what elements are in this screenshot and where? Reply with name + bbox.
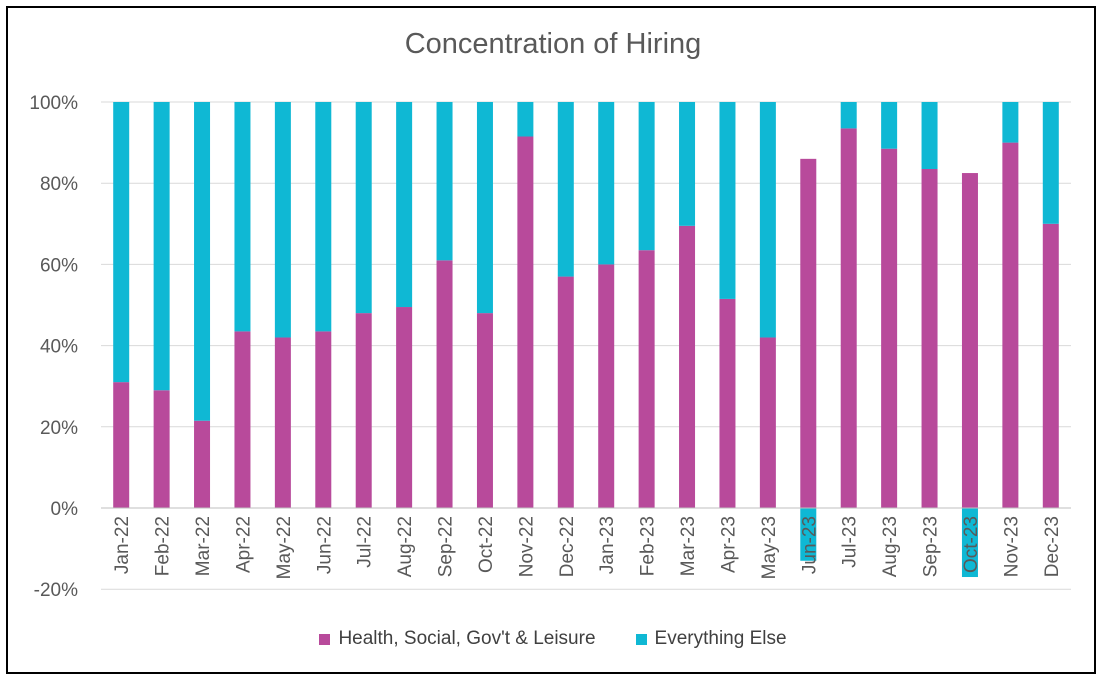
bar-health xyxy=(598,264,615,508)
y-tick-label: -20% xyxy=(34,580,78,601)
x-tick-label: Oct-22 xyxy=(476,516,497,573)
bar-health xyxy=(961,173,978,509)
bar-everything-else xyxy=(961,508,978,578)
legend-item-everything-else: Everything Else xyxy=(635,628,787,650)
y-tick-label: 60% xyxy=(40,255,78,276)
x-axis-ticks: Jan-22 Feb-22 Mar-22 Apr-22 May-22 Jun-22 Jul-… xyxy=(112,516,1063,579)
everything-else-negative-bars xyxy=(800,508,978,578)
x-tick-label: Jan-22 xyxy=(112,516,133,574)
bar-everything-else xyxy=(921,102,938,169)
bar-health xyxy=(759,337,776,508)
x-tick-label: Sep-23 xyxy=(921,516,942,577)
bar-health xyxy=(153,390,170,508)
x-tick-label: Oct-23 xyxy=(961,516,982,573)
bar-health xyxy=(396,307,413,508)
bar-everything-else xyxy=(315,102,332,332)
y-tick-label: 20% xyxy=(40,418,78,439)
x-tick-label: Nov-22 xyxy=(516,516,537,577)
bar-health xyxy=(719,298,736,508)
x-tick-label: Feb-22 xyxy=(153,516,174,576)
x-tick-label: Nov-23 xyxy=(1001,516,1022,577)
x-tick-label: Jun-23 xyxy=(799,516,820,574)
bar-health xyxy=(234,331,251,508)
legend-swatch-everything-else xyxy=(635,633,647,645)
x-tick-label: May-23 xyxy=(759,516,780,579)
x-tick-label: Dec-23 xyxy=(1042,516,1063,577)
x-tick-label: Jul-22 xyxy=(355,516,376,568)
bar-everything-else xyxy=(840,102,857,129)
bar-health xyxy=(679,225,696,508)
bar-everything-else xyxy=(759,102,776,338)
bar-health xyxy=(315,331,332,508)
x-tick-label: Jun-22 xyxy=(314,516,335,574)
y-tick-label: 80% xyxy=(40,174,78,195)
bar-health xyxy=(1042,223,1059,509)
x-tick-label: Jul-23 xyxy=(840,516,861,568)
legend-swatch-health xyxy=(319,633,331,645)
legend: Health, Social, Gov't & Leisure Everythi… xyxy=(0,628,1106,650)
bar-everything-else xyxy=(436,102,453,261)
bar-everything-else xyxy=(1002,102,1019,143)
bar-everything-else xyxy=(881,102,898,149)
bar-everything-else xyxy=(517,102,534,137)
bar-health xyxy=(274,337,291,508)
chart-frame xyxy=(6,6,1096,674)
bar-health xyxy=(1002,142,1019,508)
bar-everything-else xyxy=(598,102,615,265)
legend-label-everything-else: Everything Else xyxy=(654,628,787,649)
bar-everything-else xyxy=(355,102,372,314)
x-tick-label: Jan-23 xyxy=(597,516,618,574)
y-tick-label: 100% xyxy=(29,93,78,114)
bar-everything-else xyxy=(234,102,251,332)
bar-everything-else xyxy=(800,508,817,561)
bar-group xyxy=(101,102,1071,509)
bar-everything-else xyxy=(194,102,211,421)
x-tick-label: Aug-22 xyxy=(395,516,416,577)
bar-everything-else xyxy=(638,102,655,251)
bar-health xyxy=(557,276,574,508)
bar-everything-else xyxy=(113,102,130,383)
bar-everything-else xyxy=(719,102,736,299)
bar-health xyxy=(113,382,130,508)
bar-health xyxy=(638,250,655,508)
bar-everything-else xyxy=(679,102,696,226)
bar-everything-else xyxy=(476,102,493,314)
bar-everything-else xyxy=(557,102,574,277)
y-axis-ticks: -20% 0% 20% 40% 60% 80% 100% xyxy=(29,93,78,601)
x-tick-label: Sep-22 xyxy=(436,516,457,577)
x-tick-label: Apr-22 xyxy=(233,516,254,573)
x-tick-label: Aug-23 xyxy=(880,516,901,577)
bar-health xyxy=(881,148,898,508)
bar-health xyxy=(517,136,534,508)
bar-health xyxy=(921,168,938,509)
x-tick-label: Mar-22 xyxy=(193,516,214,576)
bar-health xyxy=(800,158,817,508)
x-tick-label: May-22 xyxy=(274,516,295,579)
bar-everything-else xyxy=(396,102,413,308)
legend-label-health: Health, Social, Gov't & Leisure xyxy=(338,628,596,649)
bar-everything-else xyxy=(274,102,291,338)
x-tick-label: Dec-22 xyxy=(557,516,578,577)
x-tick-label: Feb-23 xyxy=(638,516,659,576)
bar-health xyxy=(840,128,857,508)
legend-item-health: Health, Social, Gov't & Leisure xyxy=(319,628,596,650)
bar-everything-else xyxy=(153,102,170,391)
y-tick-label: 40% xyxy=(40,337,78,358)
chart-title: Concentration of Hiring xyxy=(404,28,702,60)
x-tick-label: Apr-23 xyxy=(718,516,739,573)
bar-health xyxy=(476,313,493,508)
bar-everything-else xyxy=(1042,102,1059,224)
y-tick-label: 0% xyxy=(51,499,79,520)
bar-health xyxy=(436,260,453,508)
bar-health xyxy=(355,313,372,508)
x-tick-label: Mar-23 xyxy=(678,516,699,576)
bar-health xyxy=(194,420,211,508)
